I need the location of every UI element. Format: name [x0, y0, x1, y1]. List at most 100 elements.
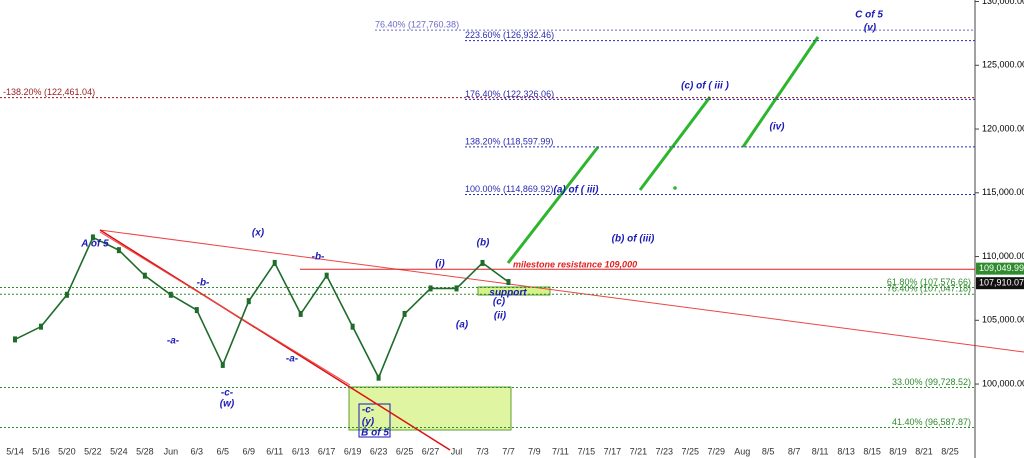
candle	[506, 279, 511, 286]
fib-label: 76.40% (107,047.18)	[887, 284, 971, 294]
wave-label: -a-	[167, 336, 180, 347]
x-tick-label: 6/11	[266, 446, 283, 456]
x-tick-label: 5/16	[32, 446, 50, 456]
x-tick-label: 7/11	[552, 446, 569, 456]
x-tick-label: 6/23	[370, 446, 388, 456]
candle	[376, 374, 381, 381]
projection	[638, 96, 712, 191]
price-tag-label: 109,049.99	[979, 263, 1024, 273]
wave-label: (v)	[864, 23, 877, 34]
x-tick-label: 8/11	[812, 446, 829, 456]
x-tick-label: 6/25	[396, 446, 414, 456]
fib-label: 61.80% (107,576.66)	[887, 277, 971, 287]
wave-label: (a)	[456, 320, 469, 331]
x-tick-label: 5/14	[6, 446, 24, 456]
x-tick-label: 5/22	[84, 446, 102, 456]
x-tick-label: 7/15	[578, 446, 596, 456]
x-tick-label: 6/5	[217, 446, 230, 456]
x-tick-label: Jul	[451, 446, 463, 456]
wave-label: (iv)	[770, 122, 786, 133]
x-tick-label: 7/29	[707, 446, 725, 456]
fib-label: 138.20% (118,597.99)	[465, 136, 553, 146]
price-tag-label: 107,910.07	[979, 278, 1024, 288]
y-tick-label: 125,000.00	[982, 60, 1024, 70]
trendline	[99, 229, 1024, 353]
wave-label: -b-	[197, 278, 210, 289]
x-tick-label: 6/13	[292, 446, 310, 456]
wave-label: (c)	[493, 297, 506, 308]
wave-label: (x)	[252, 228, 265, 239]
price-tag	[976, 262, 1024, 275]
candle	[246, 298, 251, 305]
x-tick-label: 7/3	[476, 446, 489, 456]
wave-label: (y)	[362, 417, 375, 428]
candle	[116, 247, 121, 254]
wave-label: A of 5	[80, 239, 109, 250]
fib-label: 100.00% (114,869.92)	[465, 184, 553, 194]
candle	[454, 285, 459, 292]
price-tag	[976, 277, 1024, 290]
fib-label: 176.40% (122,326.06)	[465, 89, 554, 99]
candle	[194, 307, 199, 314]
candle	[428, 285, 433, 292]
wave-label: (b) of (iii)	[612, 234, 655, 245]
trendline	[99, 229, 451, 451]
fib-label: 76.40% (127,760.38)	[375, 19, 459, 29]
candle	[38, 323, 43, 330]
y-tick-label: 100,000.00	[982, 378, 1024, 388]
x-tick-label: 5/24	[110, 446, 128, 456]
projection-dot	[673, 186, 677, 190]
support-box	[477, 286, 551, 296]
price-line	[14, 236, 509, 380]
wave-label: (b)	[477, 238, 490, 249]
x-tick-label: 6/9	[242, 446, 255, 456]
resistance-label: milestone resistance 109,000	[513, 260, 637, 270]
candle	[324, 272, 329, 279]
candle	[220, 361, 225, 368]
fib-label: -138.20% (122,461.04)	[3, 87, 95, 97]
candle	[350, 323, 355, 330]
trendline	[99, 231, 351, 386]
x-tick-label: 8/13	[837, 446, 855, 456]
support-zone	[348, 386, 512, 431]
x-tick-label: Jun	[164, 446, 179, 456]
y-tick-label: 130,000.00	[982, 0, 1024, 6]
projection	[506, 146, 600, 264]
candle	[480, 259, 485, 266]
x-tick-label: 8/19	[889, 446, 907, 456]
candle	[64, 291, 69, 298]
wave-label: (i)	[435, 259, 445, 270]
y-tick-label: 110,000.00	[982, 251, 1024, 261]
candle	[298, 310, 303, 317]
y-tick-label: 115,000.00	[982, 187, 1024, 197]
x-tick-label: 6/17	[318, 446, 336, 456]
fib-label: 33.00% (99,728.52)	[892, 377, 971, 387]
wave-label: B of 5	[361, 428, 389, 439]
x-tick-label: 7/9	[528, 446, 541, 456]
x-tick-label: Aug	[734, 446, 750, 456]
wave-label: (a) of ( iii)	[554, 185, 600, 196]
wave-label: -b-	[312, 252, 325, 263]
x-tick-label: 5/28	[136, 446, 154, 456]
x-tick-label: 7/7	[502, 446, 515, 456]
wave-label: -c-	[221, 388, 234, 399]
wave-label: (c) of ( iii )	[681, 81, 729, 92]
candle	[142, 272, 147, 279]
fib-label: 223.60% (126,932.46)	[465, 30, 554, 40]
candle	[168, 291, 173, 298]
x-tick-label: 7/21	[630, 446, 648, 456]
candle	[402, 310, 407, 317]
x-tick-label: 6/3	[191, 446, 204, 456]
x-tick-label: 6/27	[422, 446, 440, 456]
wave-label: support	[489, 288, 527, 299]
y-tick-label: 105,000.00	[982, 315, 1024, 325]
x-tick-label: 7/25	[682, 446, 700, 456]
x-tick-label: 8/5	[762, 446, 775, 456]
x-tick-label: 8/21	[915, 446, 933, 456]
x-tick-label: 8/15	[863, 446, 881, 456]
wave-box	[358, 403, 391, 438]
projection	[741, 36, 820, 148]
x-tick-label: 6/19	[344, 446, 362, 456]
x-tick-label: 8/7	[788, 446, 801, 456]
